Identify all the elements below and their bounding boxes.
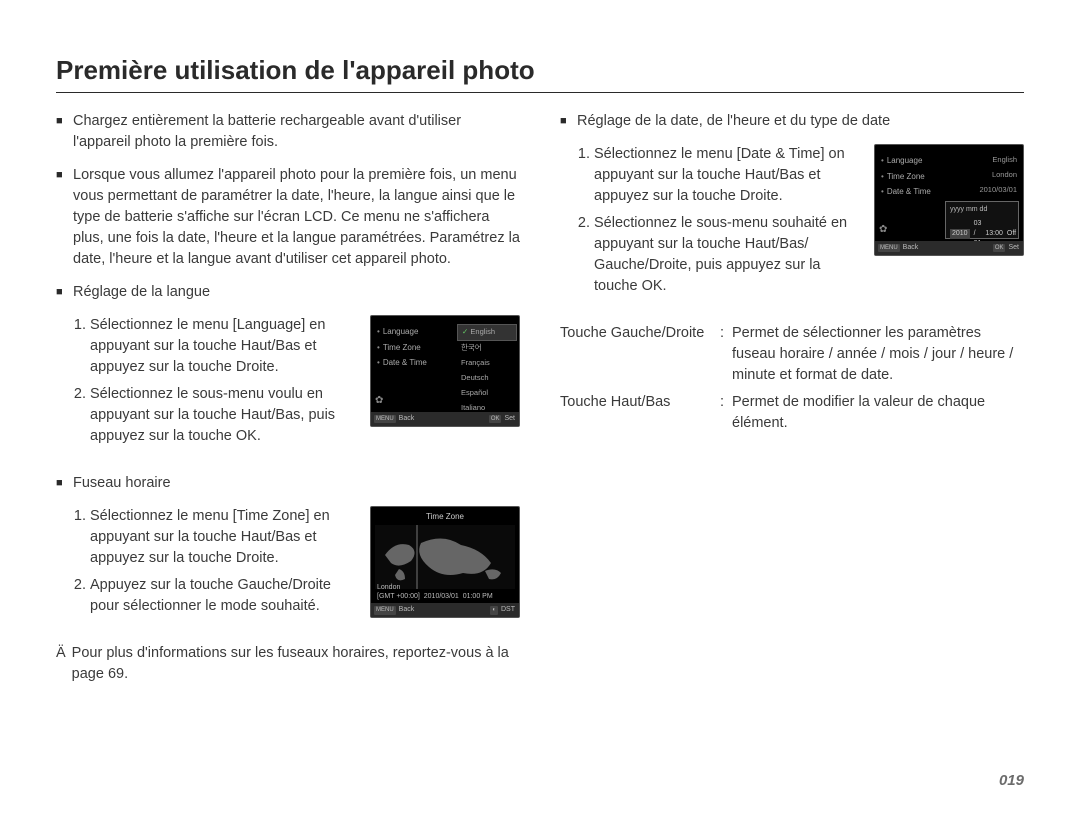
screenshot-footer: MENU Back OK Set [371, 412, 519, 426]
menu-item-datetime: Date & Time [375, 355, 441, 371]
heading-text: Réglage de la date, de l'heure et du typ… [577, 111, 1024, 132]
val-date: 2010/03/01 [979, 183, 1017, 198]
screenshot-datetime: Language Time Zone Date & Time English L… [874, 144, 1024, 256]
menu-item-language: Language [375, 324, 441, 340]
menu-item-datetime: Date & Time [879, 184, 945, 200]
footer-back: Back [903, 243, 919, 253]
square-bullet-icon: ■ [56, 473, 67, 494]
tz-time: 01:00 PM [463, 593, 493, 600]
date-format: yyyy mm dd [950, 205, 1014, 215]
datetime-section: Sélectionnez le menu [Date & Time] on ap… [560, 144, 1024, 309]
world-map-icon [375, 525, 515, 589]
val-lang: English [979, 153, 1017, 168]
square-bullet-icon: ■ [560, 111, 571, 132]
step-item: Appuyez sur la touche Gauche/Droite pour… [90, 575, 352, 617]
menu-button-icon: MENU [374, 606, 396, 615]
heading-timezone: ■ Fuseau horaire [56, 473, 520, 494]
bullet-first-boot: ■ Lorsque vous allumez l'appareil photo … [56, 165, 520, 270]
year-field: 2010 [950, 229, 970, 239]
screenshot-footer: MENU Back ◐ DST [371, 603, 519, 617]
footer-dst: DST [501, 605, 515, 615]
ok-button-icon: OK [489, 415, 502, 424]
menu-item-language: Language [879, 153, 945, 169]
square-bullet-icon: ■ [56, 282, 67, 303]
heading-text: Réglage de la langue [73, 282, 520, 303]
gear-icon: ✿ [879, 223, 887, 238]
screenshot-timezone: Time Zone London [GMT +00:00] 2010/03/01… [370, 506, 520, 618]
bullet-charge: ■ Chargez entièrement la batterie rechar… [56, 111, 520, 153]
ok-button-icon: OK [993, 244, 1006, 253]
lang-opt: 한국어 [457, 341, 517, 356]
lang-opt: Español [457, 386, 517, 401]
footer-back: Back [399, 414, 415, 424]
note-text: Pour plus d'informations sur les fuseaux… [72, 643, 520, 685]
heading-datetime: ■ Réglage de la date, de l'heure et du t… [560, 111, 1024, 132]
dst-icon: ◐ [490, 606, 498, 615]
language-steps: Sélectionnez le menu [Language] en appuy… [56, 315, 352, 459]
footer-set: Set [1008, 243, 1019, 253]
menu-item-timezone: Time Zone [879, 169, 945, 185]
heading-language: ■ Réglage de la langue [56, 282, 520, 303]
val-tz: London [979, 168, 1017, 183]
bullet-text: Lorsque vous allumez l'appareil photo po… [73, 165, 520, 270]
page-title: Première utilisation de l'appareil photo [56, 55, 1024, 93]
manual-page: Première utilisation de l'appareil photo… [0, 0, 1080, 815]
page-number: 019 [999, 772, 1024, 789]
timezone-section: Sélectionnez le menu [Time Zone] en appu… [56, 506, 520, 629]
key-value-lr: Touche Gauche/Droite : Permet de sélecti… [560, 323, 1024, 386]
language-section: Sélectionnez le menu [Language] en appuy… [56, 315, 520, 459]
colon: : [720, 323, 732, 386]
square-bullet-icon: ■ [56, 165, 67, 270]
kv-key: Touche Gauche/Droite [560, 323, 720, 386]
screenshot-footer: MENU Back OK Set [875, 241, 1023, 255]
screenshot-language-menu: Language Time Zone Date & Time ✓ English… [370, 315, 520, 427]
square-bullet-icon: ■ [56, 111, 67, 153]
key-value-ud: Touche Haut/Bas : Permet de modifier la … [560, 392, 1024, 434]
step-item: Sélectionnez le menu [Date & Time] on ap… [594, 144, 856, 207]
step-item: Sélectionnez le sous-menu souhaité en ap… [594, 213, 856, 297]
datetime-steps: Sélectionnez le menu [Date & Time] on ap… [560, 144, 856, 309]
step-item: Sélectionnez le menu [Time Zone] en appu… [90, 506, 352, 569]
step-item: Sélectionnez le sous-menu voulu en appuy… [90, 384, 352, 447]
menu-button-icon: MENU [374, 415, 396, 424]
heading-text: Fuseau horaire [73, 473, 520, 494]
timezone-steps: Sélectionnez le menu [Time Zone] en appu… [56, 506, 352, 629]
note-mark-icon: Ä [56, 643, 66, 685]
menu-item-timezone: Time Zone [375, 340, 441, 356]
bullet-text: Chargez entièrement la batterie recharge… [73, 111, 520, 153]
footer-back: Back [399, 605, 415, 615]
check-icon: ✓ [462, 327, 468, 336]
time-field: 13:00 [985, 229, 1003, 239]
step-item: Sélectionnez le menu [Language] en appuy… [90, 315, 352, 378]
two-column-layout: ■ Chargez entièrement la batterie rechar… [56, 111, 1024, 685]
off-field: Off [1007, 229, 1016, 239]
tz-city: London [377, 584, 493, 592]
colon: : [720, 392, 732, 434]
kv-key: Touche Haut/Bas [560, 392, 720, 434]
menu-button-icon: MENU [878, 244, 900, 253]
kv-value: Permet de modifier la valeur de chaque é… [732, 392, 1024, 434]
tz-title: Time Zone [371, 507, 519, 523]
right-column: ■ Réglage de la date, de l'heure et du t… [560, 111, 1024, 685]
lang-opt: Français [457, 356, 517, 371]
lang-opt: Deutsch [457, 371, 517, 386]
tz-gmt: [GMT +00:00] [377, 593, 420, 600]
date-editor: yyyy mm dd 2010 03 / 01 13:00 Off [945, 201, 1019, 239]
kv-value: Permet de sélectionner les paramètres fu… [732, 323, 1024, 386]
footer-set: Set [504, 414, 515, 424]
gear-icon: ✿ [375, 394, 383, 409]
timezone-note: Ä Pour plus d'informations sur les fusea… [56, 643, 520, 685]
lang-opt: English [470, 327, 495, 336]
tz-date: 2010/03/01 [424, 593, 459, 600]
left-column: ■ Chargez entièrement la batterie rechar… [56, 111, 520, 685]
tz-info: London [GMT +00:00] 2010/03/01 01:00 PM [377, 584, 493, 601]
